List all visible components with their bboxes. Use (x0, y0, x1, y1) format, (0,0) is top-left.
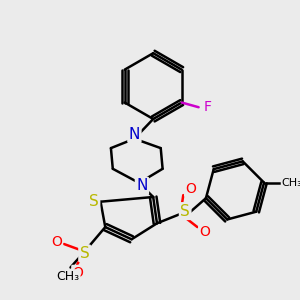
Text: S: S (80, 246, 89, 261)
Text: O: O (185, 182, 196, 196)
Text: N: N (136, 178, 148, 193)
Text: O: O (73, 266, 83, 280)
Text: N: N (129, 127, 140, 142)
Text: S: S (180, 204, 190, 219)
Text: O: O (200, 225, 210, 239)
Text: CH₃: CH₃ (282, 178, 300, 188)
Text: O: O (51, 235, 62, 249)
Text: F: F (204, 100, 212, 114)
Text: CH₃: CH₃ (56, 270, 79, 284)
Text: S: S (89, 194, 99, 209)
